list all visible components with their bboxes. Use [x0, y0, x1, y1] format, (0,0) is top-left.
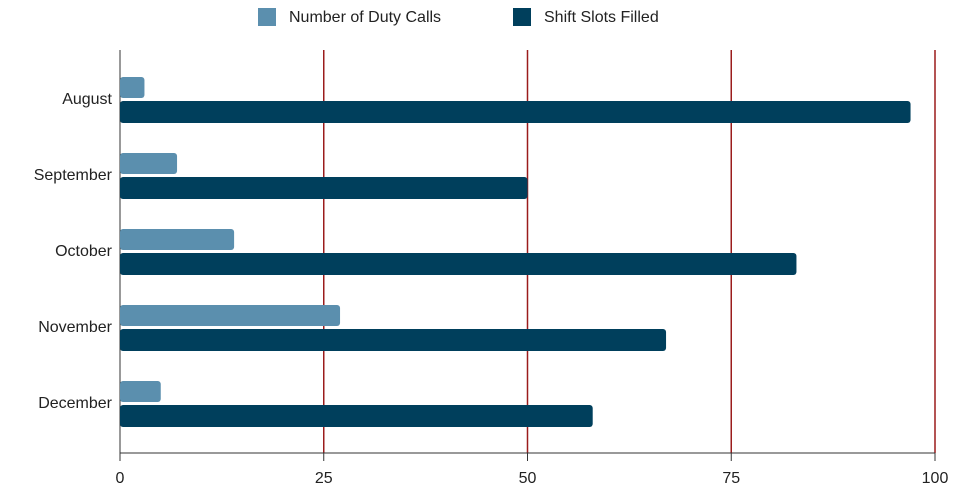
y-tick-label: September	[34, 167, 113, 184]
bar	[120, 101, 911, 123]
x-tick-label: 100	[922, 470, 949, 487]
legend-label: Number of Duty Calls	[289, 9, 441, 26]
bar	[120, 77, 145, 98]
bar	[120, 305, 341, 326]
x-tick-label: 0	[116, 470, 125, 487]
x-tick-label: 75	[722, 470, 740, 487]
legend-swatch	[258, 8, 276, 26]
legend-swatch	[513, 8, 531, 26]
y-tick-label: August	[62, 91, 112, 108]
bar	[120, 177, 528, 199]
bar	[120, 381, 161, 402]
y-tick-label: October	[55, 243, 113, 260]
y-tick-label: December	[38, 395, 112, 412]
legend-label: Shift Slots Filled	[544, 9, 659, 26]
x-tick-label: 50	[519, 470, 537, 487]
y-tick-label: November	[38, 319, 112, 336]
x-tick-label: 25	[315, 470, 333, 487]
bar	[120, 253, 797, 275]
bar	[120, 329, 667, 351]
bar	[120, 229, 235, 250]
bar	[120, 405, 593, 427]
bar	[120, 153, 178, 174]
